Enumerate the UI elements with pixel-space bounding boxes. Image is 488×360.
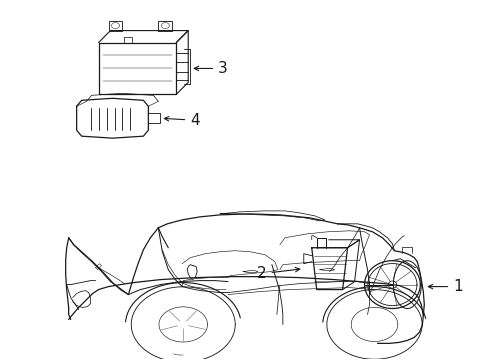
Text: 1: 1 [427, 279, 462, 294]
Text: 3: 3 [194, 61, 227, 76]
Text: 4: 4 [164, 113, 200, 128]
Text: 2: 2 [256, 266, 299, 281]
